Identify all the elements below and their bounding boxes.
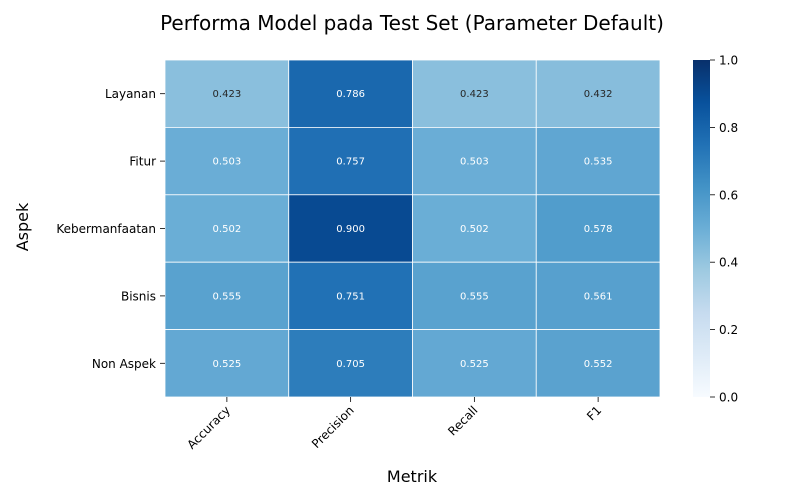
heatmap-cell [535,194,661,263]
y-tick-label: Bisnis [121,289,156,303]
cell-value-label: 0.751 [336,291,365,302]
heatmap-cell [412,329,537,398]
cell-value-label: 0.502 [460,224,489,235]
heatmap-cell [535,127,661,196]
heatmap-cell [288,59,413,128]
colorbar-tick-label: 0.2 [719,323,738,337]
cell-value-label: 0.705 [336,359,365,370]
colorbar-tick-label: 1.0 [719,54,738,68]
x-tick-label: Accuracy [184,403,233,452]
cell-value-label: 0.555 [213,291,242,302]
cell-value-label: 0.423 [213,89,242,100]
cell-value-label: 0.757 [336,157,365,168]
heatmap-cells: 0.423 0.786 0.423 0.432 0.503 0.757 0.503 0.535… [164,59,661,398]
colorbar-tick-label: 0.8 [719,121,738,135]
x-tick-label: Precision [309,403,357,451]
colorbar [693,60,710,397]
x-tick-label: F1 [584,403,604,423]
heatmap-cell [288,261,413,331]
heatmap-cell [535,261,661,331]
heatmap-cell [288,329,413,398]
heatmap-cell [288,194,413,263]
colorbar-ticks: 0.0 0.2 0.4 0.6 0.8 1.0 [710,54,738,405]
chart-title: Performa Model pada Test Set (Parameter … [160,11,664,35]
heatmap-cell [164,127,290,196]
y-tick-labels: Layanan Fitur Kebermanfaatan Bisnis Non Aspe… [56,87,165,371]
cell-value-label: 0.552 [584,359,613,370]
colorbar-tick-label: 0.0 [719,391,738,405]
colorbar-tick-label: 0.4 [719,256,738,270]
y-axis-label: Aspek [13,202,32,251]
y-tick-label: Layanan [105,87,156,101]
heatmap-cell [164,329,290,398]
heatmap-cell [164,59,290,128]
cell-value-label: 0.423 [460,89,489,100]
colorbar-tick-label: 0.6 [719,188,738,202]
heatmap-cell [412,261,537,331]
x-axis-label: Metrik [387,467,438,486]
cell-value-label: 0.432 [584,89,613,100]
cell-value-label: 0.786 [336,89,365,100]
x-tick-label: Recall [445,403,480,438]
cell-value-label: 0.525 [460,359,489,370]
cell-value-label: 0.502 [213,224,242,235]
cell-value-label: 0.525 [213,359,242,370]
x-tick-labels: Accuracy Precision Recall F1 [184,397,604,452]
cell-value-label: 0.555 [460,291,489,302]
y-tick-label: Fitur [129,155,156,169]
cell-value-label: 0.578 [584,224,613,235]
heatmap-cell [535,59,661,128]
cell-value-label: 0.561 [584,291,613,302]
cell-value-label: 0.503 [460,157,489,168]
y-tick-label: Non Aspek [92,357,156,371]
cell-value-label: 0.535 [584,157,613,168]
y-tick-label: Kebermanfaatan [56,222,156,236]
heatmap-cell [535,329,661,398]
heatmap-cell [288,127,413,196]
cell-value-label: 0.900 [336,224,365,235]
heatmap-cell [164,261,290,331]
cell-value-label: 0.503 [213,157,242,168]
heatmap-cell [412,59,537,128]
